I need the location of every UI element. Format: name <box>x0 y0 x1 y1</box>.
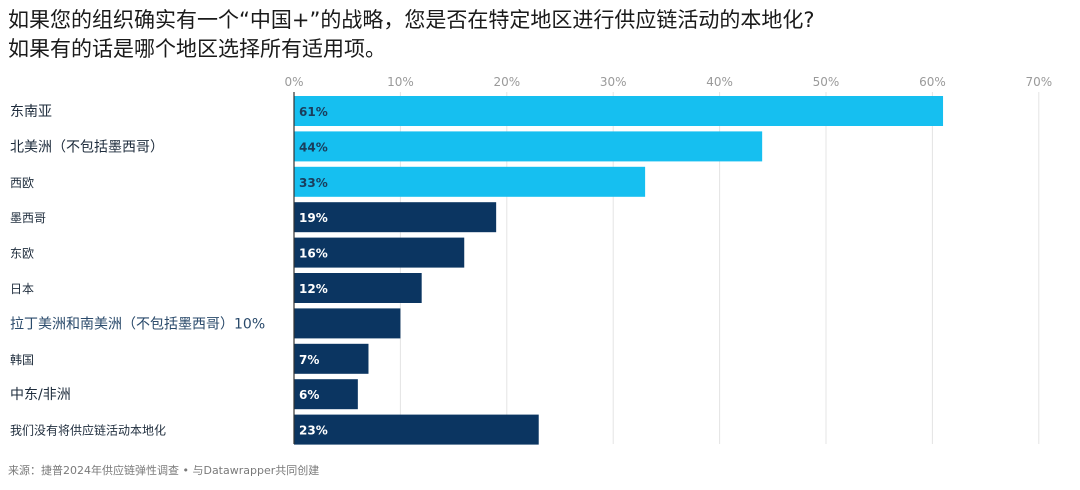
value-label: 44% <box>299 140 328 154</box>
x-tick-label: 70% <box>1025 75 1052 89</box>
category-label: 拉丁美洲和南美洲（不包括墨西哥）10% <box>10 316 265 332</box>
value-label: 23% <box>299 424 328 438</box>
category-label: 韩国 <box>10 352 34 367</box>
value-label: 61% <box>299 105 328 119</box>
category-label: 墨西哥 <box>10 211 46 225</box>
value-label: 6% <box>299 388 319 402</box>
bar-chart: 0% 10% 20% 30% 40% 50% 60% 70% 东南亚 61% 北美洲（不包括墨西哥）… <box>10 75 1052 445</box>
x-tick-label: 20% <box>493 75 520 89</box>
x-tick-label: 60% <box>919 75 946 89</box>
category-label: 西欧 <box>10 176 34 190</box>
bar <box>294 166 646 197</box>
bar <box>294 202 497 233</box>
bar <box>294 343 369 374</box>
chart-title-line-1: 如果您的组织确实有一个“中国+”的战略，您是否在特定地区进行供应链活动的本地化? <box>8 8 815 32</box>
chart-title: 如果您的组织确实有一个“中国+”的战略，您是否在特定地区进行供应链活动的本地化?… <box>8 6 1068 64</box>
bar <box>294 273 422 303</box>
category-label: 东南亚 <box>10 104 52 120</box>
chart-title-line-2: 如果有的话是哪个地区选择所有适用项。 <box>8 37 386 61</box>
value-label: 7% <box>299 353 319 367</box>
bar <box>294 379 358 410</box>
x-tick-label: 40% <box>706 75 733 89</box>
value-label: 33% <box>299 176 328 190</box>
bar <box>294 96 944 126</box>
category-label: 北美洲（不包括墨西哥） <box>10 139 164 155</box>
category-label: 东欧 <box>10 247 34 261</box>
x-tick-label: 10% <box>387 75 414 89</box>
category-label: 中东/非洲 <box>10 387 71 403</box>
x-tick-label: 0% <box>284 75 303 89</box>
x-tick-label: 50% <box>813 75 840 89</box>
bar <box>294 131 763 162</box>
bar <box>294 237 465 268</box>
value-label: 16% <box>299 247 328 261</box>
value-label: 19% <box>299 211 328 225</box>
bar <box>294 308 401 339</box>
category-label: 日本 <box>10 282 34 296</box>
bar <box>294 414 539 445</box>
x-tick-label: 30% <box>600 75 627 89</box>
category-label: 我们没有将供应链活动本地化 <box>10 423 166 438</box>
value-label: 12% <box>299 282 328 296</box>
chart-source: 来源：捷普2024年供应链弹性调查 • 与Datawrapper共同创建 <box>8 464 320 477</box>
